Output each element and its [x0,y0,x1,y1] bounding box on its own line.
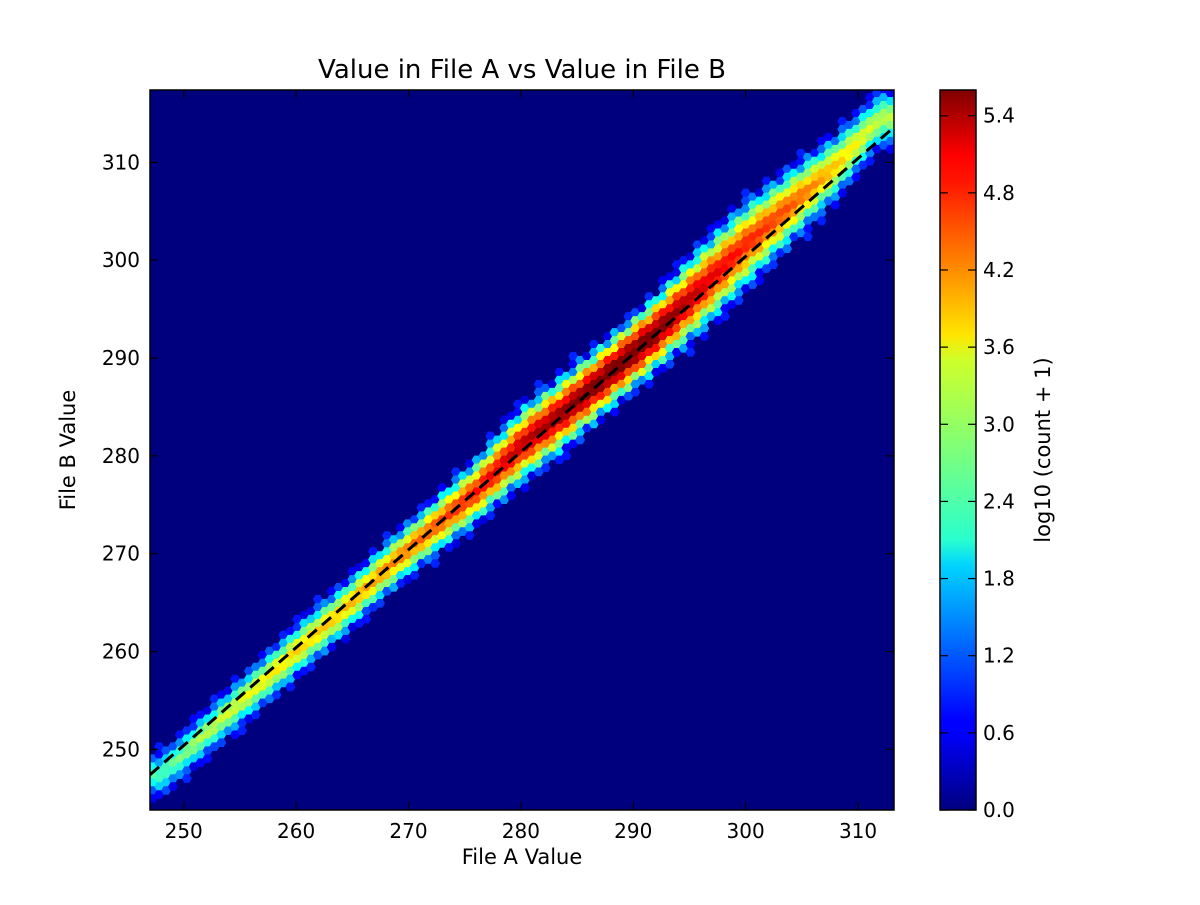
colorbar-tick-label: 1.2 [983,644,1015,668]
x-axis-label: File A Value [462,845,583,869]
hexbin-cell [202,754,213,763]
hexbin-cell [816,208,827,218]
x-tick-label: 280 [502,819,540,843]
chart-title: Value in File A vs Value in File B [318,55,726,85]
y-tick-label: 290 [102,346,140,370]
reference-line [150,126,894,776]
x-tick-label: 290 [614,819,652,843]
hexbin-cell [375,598,385,608]
x-tick-label: 250 [165,819,203,843]
colorbar-tick-label: 4.8 [983,181,1015,205]
hexbin-cell [595,415,606,425]
hexbin-cell [181,774,192,783]
hexbin-cell [630,387,641,397]
hexbin-cell [361,614,372,624]
hexbin-cell [285,682,296,692]
y-tick-label: 310 [102,150,140,174]
hexbin-cell [733,296,744,305]
hexbin-cell [485,511,496,520]
colorbar-tick-label: 2.4 [983,489,1015,513]
hexbin-cell [830,200,841,210]
hexbin-cell [754,276,765,285]
y-tick-label: 300 [102,248,140,272]
hexbin-cell [168,782,178,791]
hexbin-cell [150,754,151,756]
hexbin-cell [802,232,813,242]
hexbin-cell [609,407,620,417]
colorbar-tick-label: 3.0 [983,412,1015,436]
hexbin-cell [150,793,151,796]
hexbin-cell [450,539,461,548]
hexbin-cell [685,348,696,357]
y-tick-label: 270 [102,542,140,566]
hexbin-cell [409,571,420,580]
hexbin-cell [250,710,261,720]
colorbar-label: log10 (count + 1) [1031,357,1055,542]
hexbin-cell [802,224,813,234]
hexbin-cell [150,777,151,780]
y-axis-label: File B Value [56,390,80,511]
y-tick-label: 280 [102,444,140,468]
colorbar-tick-label: 1.8 [983,567,1015,591]
hexbin-cell [519,483,530,493]
hexbin-cell [768,260,779,269]
hexbin-cell [150,762,151,764]
hexbin-cell [837,188,848,198]
y-tick-label: 250 [102,737,140,761]
hexbin-cell [685,340,696,349]
hexbin-cell [561,451,572,461]
colorbar [940,90,976,810]
hexbin-cell [720,312,730,321]
hexbin-cell [664,359,675,369]
colorbar-axis: 0.0 0.6 1.2 1.8 2.4 3.0 3.6 4.2 4.8 5.4 [940,104,1015,822]
hexbin-cell [575,435,586,445]
hexbin-cell [540,463,551,473]
hexbin-cell [271,690,282,700]
hexbin-cell [782,244,793,254]
x-axis: 250 260 270 280 290 300 310 [165,90,877,843]
hexbin-cell [326,642,337,652]
hexbin-cell [816,216,827,226]
x-tick-label: 260 [277,819,315,843]
y-axis: 250 260 270 280 290 300 310 [102,150,894,761]
colorbar-tick-label: 3.6 [983,335,1015,359]
hexbin-cell [150,770,151,772]
hexbin-cell [464,531,475,540]
colorbar-tick-label: 5.4 [983,104,1015,128]
hexbin-cell [506,491,517,501]
y-tick-label: 260 [102,640,140,664]
hexbin-cell [306,662,316,672]
hexbin-cell [699,324,710,333]
hexbin-cell [430,559,441,568]
hexbin-cell [851,172,862,182]
plot-frame [149,89,895,811]
x-tick-label: 300 [727,819,765,843]
colorbar-tick-label: 0.6 [983,721,1015,745]
colorbar-tick-label: 4.2 [983,258,1015,282]
hexbin-cell [216,738,227,748]
colorbar-tick-label: 0.0 [983,798,1015,822]
hexbin-cell [340,634,351,644]
hexbin-cell [430,551,441,560]
x-tick-label: 270 [389,819,427,843]
colorbar-frame [939,89,977,811]
hexbin-cell [864,156,875,166]
x-tick-label: 310 [839,819,877,843]
hexbin-cell [644,379,655,389]
hexbin-cell [237,726,247,736]
hexbin-cell [150,801,151,804]
hexbin-cell [699,332,710,341]
hexbin-cell [150,785,151,788]
hexbin-cells [150,90,894,804]
